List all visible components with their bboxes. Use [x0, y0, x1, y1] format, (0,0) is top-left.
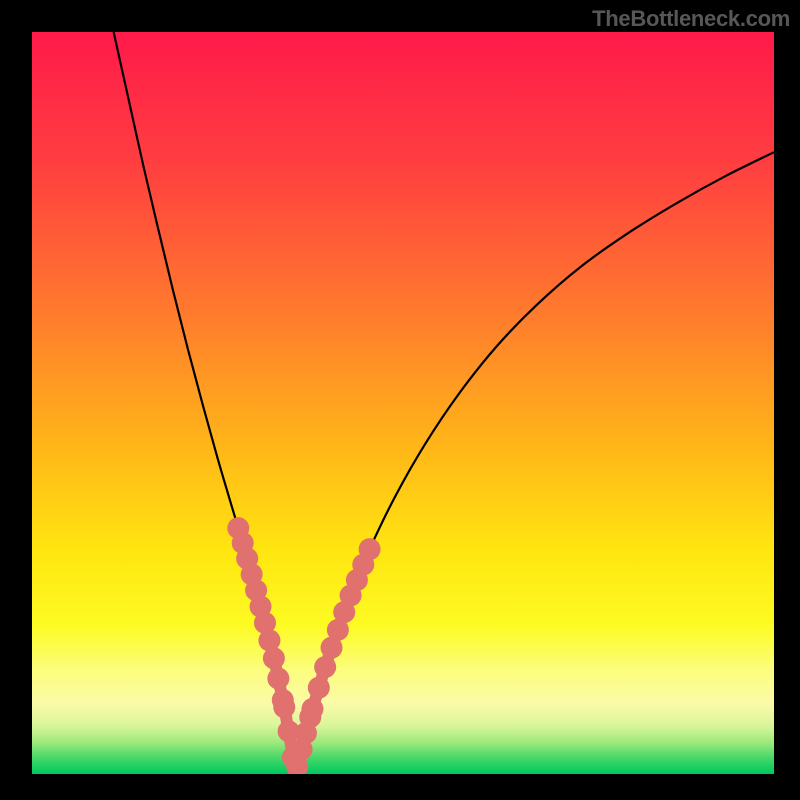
chart-container: TheBottleneck.com [0, 0, 800, 800]
marker-dot [273, 696, 295, 718]
marker-dot [301, 698, 323, 720]
marker-dot [314, 656, 336, 678]
marker-dot [263, 647, 285, 669]
marker-dot [267, 668, 289, 690]
watermark-text: TheBottleneck.com [592, 6, 790, 32]
plot-background [32, 32, 774, 774]
marker-dot [359, 538, 381, 560]
marker-dot [308, 677, 330, 699]
plot-svg [0, 0, 800, 800]
